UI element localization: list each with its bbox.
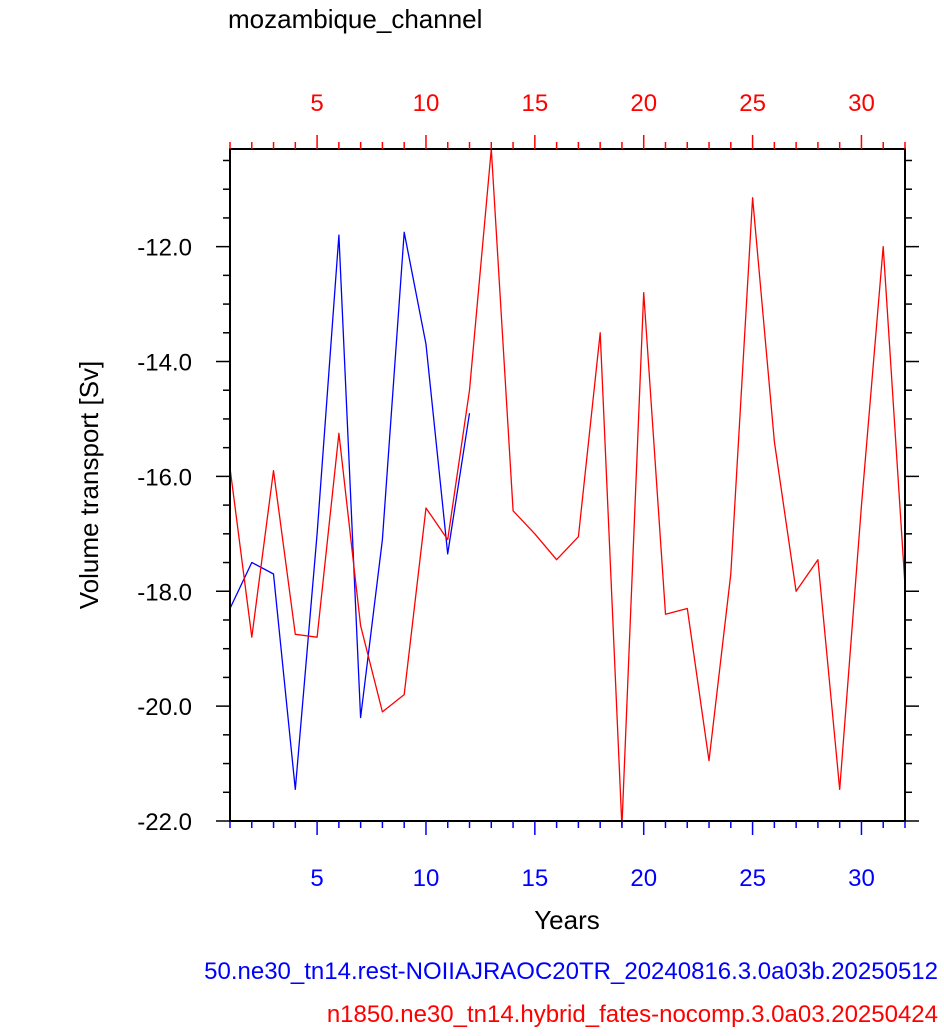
x-tick-label-top: 15 bbox=[521, 90, 548, 117]
x-tick-label-top: 5 bbox=[310, 90, 323, 117]
x-tick-label-top: 10 bbox=[413, 90, 440, 117]
x-axis-title: Years bbox=[534, 905, 600, 935]
series-line-0 bbox=[229, 231, 471, 791]
y-tick-label: -12.0 bbox=[137, 235, 192, 262]
x-tick-label-bottom: 20 bbox=[630, 865, 657, 892]
footer-label-blue-series: 50.ne30_tn14.rest-NOIIAJRAOC20TR_2024081… bbox=[204, 958, 938, 985]
x-tick-label-top: 25 bbox=[739, 90, 766, 117]
y-axis-title: Volume transport [Sv] bbox=[74, 361, 104, 610]
x-tick-label-bottom: 10 bbox=[413, 865, 440, 892]
x-tick-label-top: 30 bbox=[848, 90, 875, 117]
footer-label-red-series: n1850.ne30_tn14.hybrid_fates-nocomp.3.0a… bbox=[327, 1001, 938, 1028]
x-tick-label-bottom: 5 bbox=[310, 865, 323, 892]
plot-area: 5 5 10 10 15 15 20 20 25 25 30 30 -22.0 -20.0 -18.0 -16… bbox=[137, 90, 919, 892]
y-tick-label: -16.0 bbox=[137, 464, 192, 491]
y-tick-label: -22.0 bbox=[137, 809, 192, 836]
y-tick-label: -20.0 bbox=[137, 694, 192, 721]
series-line-1 bbox=[229, 148, 906, 828]
x-tick-label-bottom: 30 bbox=[848, 865, 875, 892]
x-tick-label-top: 20 bbox=[630, 90, 657, 117]
y-tick-label: -18.0 bbox=[137, 579, 192, 606]
x-tick-label-bottom: 15 bbox=[521, 865, 548, 892]
y-tick-label: -14.0 bbox=[137, 350, 192, 377]
x-tick-label-bottom: 25 bbox=[739, 865, 766, 892]
plot-frame bbox=[229, 148, 906, 822]
chart-title: mozambique_channel bbox=[228, 4, 482, 34]
